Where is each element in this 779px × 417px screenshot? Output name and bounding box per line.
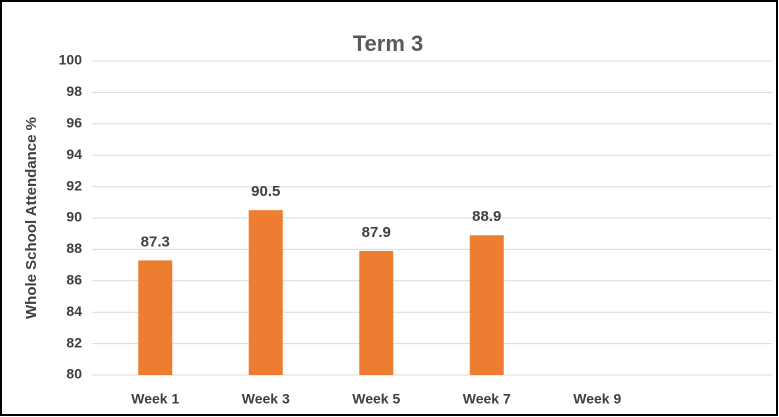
data-label: 87.9: [362, 224, 391, 241]
data-label: 87.3: [141, 233, 170, 250]
bar: [248, 210, 283, 375]
y-tick-label: 100: [59, 52, 83, 68]
y-tick-label: 86: [66, 272, 82, 288]
y-tick-label: 84: [66, 303, 82, 319]
y-tick-label: 82: [66, 334, 82, 350]
x-tick-label: Week 1: [131, 391, 179, 407]
x-tick-label: Week 5: [352, 391, 400, 407]
y-tick-label: 92: [66, 177, 82, 193]
bar: [359, 250, 394, 375]
x-tick-label: Week 3: [242, 391, 290, 407]
bar: [138, 260, 173, 375]
y-tick-label: 98: [66, 83, 82, 99]
y-tick-label: 80: [66, 366, 82, 382]
data-label: 88.9: [472, 208, 501, 225]
y-tick-label: 94: [66, 146, 82, 162]
y-tick-label: 96: [66, 115, 82, 131]
bar: [469, 235, 504, 375]
y-tick-label: 88: [66, 240, 82, 256]
x-tick-label: Week 9: [573, 391, 621, 407]
x-tick-label: Week 7: [463, 391, 511, 407]
y-axis-label: Whole School Attendance %: [23, 117, 40, 319]
data-label: 90.5: [251, 183, 280, 200]
y-tick-label: 90: [66, 209, 82, 225]
chart-title: Term 3: [353, 31, 424, 56]
